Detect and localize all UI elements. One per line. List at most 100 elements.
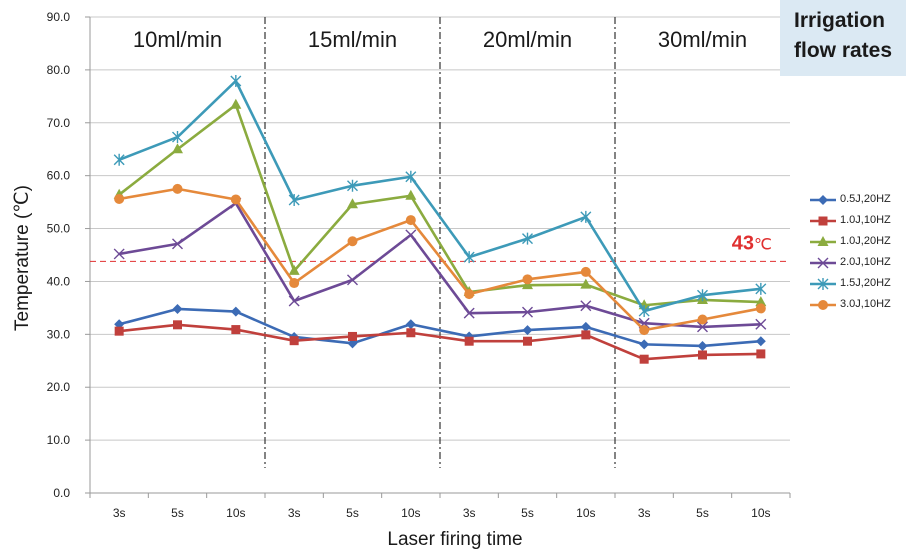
data-point — [464, 289, 475, 300]
data-point — [580, 300, 592, 312]
legend-swatch — [810, 195, 836, 205]
data-point — [173, 320, 182, 330]
series-lines — [113, 74, 767, 364]
legend-marker — [817, 257, 829, 269]
data-point — [172, 238, 183, 250]
irrigation-title-line2: flow rates — [794, 39, 893, 62]
data-point — [347, 198, 358, 209]
legend-marker — [818, 195, 828, 205]
data-point — [113, 153, 125, 166]
x-tick-label: 3s — [288, 506, 301, 520]
data-point — [639, 339, 650, 350]
legend-marker — [817, 278, 829, 290]
data-point — [172, 183, 183, 194]
data-point — [348, 331, 357, 341]
series-1.0J,20HZ — [113, 98, 767, 310]
data-point — [347, 274, 358, 286]
data-point — [463, 251, 475, 264]
data-point — [697, 340, 708, 351]
series-1.5J,20HZ — [113, 74, 767, 318]
y-tick-label: 90.0 — [47, 10, 71, 24]
data-point — [347, 179, 358, 192]
legend-label: 0.5J,20HZ — [840, 193, 891, 205]
series-line — [118, 201, 761, 329]
data-point — [756, 349, 766, 359]
legend-label: 1.0J,20HZ — [840, 235, 891, 247]
legend-label: 1.0J,10HZ — [840, 214, 891, 226]
data-point — [697, 289, 708, 302]
data-point — [697, 314, 708, 325]
data-point — [288, 264, 300, 275]
data-point — [405, 189, 417, 200]
legend-label: 2.0J,10HZ — [840, 256, 891, 268]
irrigation-title-line1: Irrigation — [794, 9, 886, 32]
y-tick-label: 80.0 — [47, 63, 71, 77]
x-tick-label: 5s — [346, 506, 359, 520]
data-point — [347, 236, 358, 247]
data-point — [580, 266, 591, 277]
series-line — [119, 323, 761, 361]
data-point — [113, 248, 125, 260]
legend-item: 1.5J,20HZ — [808, 274, 906, 295]
y-tick-label: 20.0 — [47, 380, 71, 394]
legend-swatch — [810, 257, 836, 269]
data-point — [230, 306, 241, 317]
x-tick-label: 3s — [463, 506, 476, 520]
data-point — [580, 210, 592, 223]
x-axis-ticks: 3s 5s 10s 3s 5s 10s 3s 5s 10s 3s 5s 10s — [89, 493, 791, 520]
x-tick-label: 3s — [113, 506, 126, 520]
series-line — [118, 307, 761, 348]
legend-swatch — [810, 300, 836, 310]
data-point — [755, 318, 767, 330]
y-axis-title: Temperature (℃) — [12, 185, 33, 331]
data-point — [638, 305, 650, 318]
data-point — [755, 296, 767, 307]
data-point — [289, 336, 299, 346]
legend-item: 2.0J,10HZ — [808, 253, 906, 274]
legend-item: 0.5J,20HZ — [808, 190, 906, 211]
data-point — [405, 215, 416, 226]
data-point — [405, 170, 417, 183]
group-label: 30ml/min — [658, 27, 747, 52]
data-point — [522, 325, 533, 336]
legend-swatch — [810, 236, 836, 246]
legend: 0.5J,20HZ 1.0J,10HZ 1.0J,20HZ 2.0J,10HZ 1.5J… — [808, 190, 906, 316]
legend-label: 1.5J,20HZ — [840, 277, 891, 289]
legend-label: 3.0J,10HZ — [840, 298, 891, 310]
series-line — [118, 187, 762, 332]
series-2.0J,10HZ — [113, 197, 767, 333]
data-point — [522, 306, 533, 318]
legend-marker — [818, 216, 828, 226]
x-tick-label: 5s — [521, 506, 534, 520]
data-point — [522, 232, 533, 245]
x-tick-label: 5s — [696, 506, 709, 520]
y-tick-label: 10.0 — [47, 433, 71, 447]
data-point — [230, 194, 241, 205]
legend-item: 1.0J,20HZ — [808, 232, 906, 253]
y-tick-label: 50.0 — [47, 222, 71, 236]
x-tick-label: 3s — [638, 506, 651, 520]
y-axis-ticks: 0.0 10.0 20.0 30.0 40.0 50.0 60.0 70.0 80.0 90.0 — [47, 10, 71, 500]
y-tick-label: 30.0 — [47, 327, 71, 341]
data-point — [231, 325, 241, 335]
legend-item: 1.0J,10HZ — [808, 211, 906, 232]
data-point — [463, 307, 475, 319]
x-tick-label: 10s — [576, 506, 595, 520]
legend-swatch — [810, 216, 836, 226]
data-point — [114, 193, 125, 204]
threshold-label: 43℃ — [732, 232, 772, 254]
y-tick-label: 60.0 — [47, 169, 71, 183]
x-tick-label: 10s — [751, 506, 770, 520]
data-point — [698, 350, 707, 360]
data-point — [639, 325, 650, 336]
series-line — [118, 103, 761, 307]
series-3.0J,10HZ — [114, 183, 766, 336]
data-point — [580, 321, 591, 332]
x-axis-title: Laser firing time — [387, 529, 522, 550]
irrigation-flow-rates-label: Irrigation flow rates — [780, 0, 906, 76]
x-tick-label: 10s — [401, 506, 420, 520]
data-point — [172, 143, 183, 154]
reference-line: 43℃ — [90, 232, 790, 262]
data-point — [405, 229, 417, 241]
